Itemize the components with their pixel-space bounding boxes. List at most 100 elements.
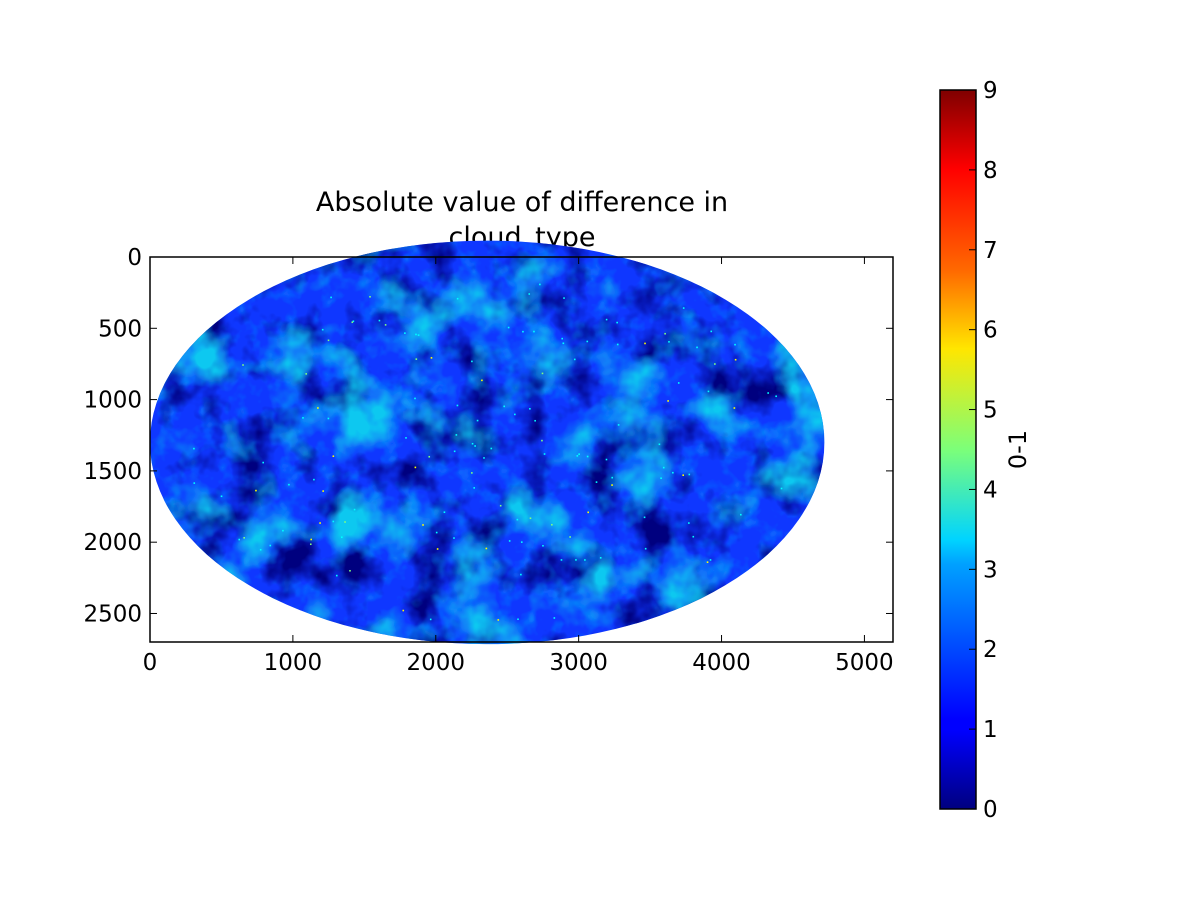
speckle (528, 293, 531, 295)
speckle (476, 419, 479, 422)
speckle (520, 573, 522, 576)
speckle (313, 478, 315, 481)
colorbar-ticks: 0 1 2 3 4 5 6 7 8 9 (969, 78, 998, 823)
speckle (692, 535, 695, 538)
x-tick-label: 4000 (692, 650, 751, 676)
speckle (611, 484, 613, 486)
speckle (696, 346, 698, 349)
speckle (405, 437, 407, 439)
speckle (415, 358, 418, 360)
speckle (378, 319, 381, 322)
colorbar-tick-label: 3 (983, 557, 998, 583)
speckle (541, 372, 544, 375)
speckle (332, 520, 335, 523)
speckle (332, 455, 335, 458)
colorbar-tick-label: 1 (983, 717, 998, 743)
x-axis: 0 1000 2000 3000 4000 5000 (143, 257, 894, 676)
colorbar-tick-label: 7 (983, 238, 998, 264)
speckle (616, 343, 619, 346)
speckle (429, 618, 432, 621)
speckle (780, 487, 783, 490)
speckle (660, 477, 662, 480)
speckle (529, 517, 532, 520)
speckle (586, 340, 589, 343)
speckle (341, 536, 343, 539)
speckle (499, 504, 502, 507)
y-axis: 0 500 1000 1500 2000 2500 (83, 245, 893, 627)
speckle (539, 283, 541, 286)
colorbar-gradient (939, 89, 977, 810)
speckle (456, 404, 459, 407)
speckle (435, 531, 438, 534)
chart-title-line-1: Absolute value of difference in (316, 187, 728, 218)
speckle (709, 559, 712, 561)
speckle (428, 455, 431, 458)
speckle (706, 561, 709, 563)
speckle (453, 450, 456, 453)
speckle (262, 461, 264, 464)
speckle (734, 358, 737, 361)
speckle (503, 405, 506, 408)
speckle (238, 538, 241, 541)
speckle (288, 483, 290, 486)
speckle (259, 548, 262, 551)
speckle (353, 508, 356, 511)
y-tick-label: 1000 (83, 388, 142, 414)
speckle (497, 619, 500, 621)
speckle (599, 557, 602, 559)
speckle (707, 390, 710, 393)
speckle (430, 357, 433, 359)
speckle (193, 482, 196, 484)
heatmap-value-3-regions (150, 240, 825, 645)
speckle (471, 360, 473, 363)
speckle (327, 417, 330, 420)
chart-title: Absolute value of difference in cloud_ty… (316, 187, 728, 253)
axes-frame (149, 256, 894, 643)
speckle (255, 489, 257, 492)
speckle (193, 447, 195, 450)
y-tick-label: 500 (98, 316, 142, 342)
speckle (349, 569, 351, 572)
speckle (443, 511, 446, 514)
speckle (322, 490, 324, 492)
speckle (321, 328, 324, 331)
speckle (490, 447, 493, 450)
speckle (575, 559, 577, 561)
heatmap-speckles (193, 283, 783, 621)
speckle (422, 524, 424, 526)
speckle (767, 392, 769, 394)
speckle (529, 407, 531, 410)
colorbar-label: 0-1 (1004, 430, 1032, 469)
speckle (605, 318, 608, 321)
speckle (330, 296, 332, 299)
speckle (644, 547, 647, 550)
speckle (453, 537, 455, 539)
speckle (595, 481, 598, 483)
speckle (710, 330, 713, 333)
speckle (517, 618, 519, 621)
speckle (402, 609, 405, 612)
x-tick-label: 1000 (264, 650, 323, 676)
colorbar: 0 1 2 3 4 5 6 7 8 9 0-1 (939, 78, 1032, 823)
speckle (584, 559, 586, 561)
speckle (310, 538, 313, 541)
speckle (455, 434, 458, 436)
speckle (563, 297, 565, 299)
speckle (668, 341, 670, 343)
speckle (473, 487, 475, 489)
speckle (533, 330, 535, 333)
speckle (541, 439, 543, 442)
speckle (586, 455, 589, 458)
y-tick-label: 2500 (83, 601, 142, 627)
speckle (516, 518, 519, 521)
speckle (352, 320, 355, 323)
colorbar-tick-label: 8 (983, 158, 998, 184)
speckle (417, 334, 420, 336)
speckle (616, 321, 618, 324)
speckle (243, 537, 245, 539)
y-tick-label: 1500 (83, 459, 142, 485)
speckle (269, 544, 272, 547)
speckle (667, 400, 669, 402)
x-tick-label: 5000 (835, 650, 894, 676)
